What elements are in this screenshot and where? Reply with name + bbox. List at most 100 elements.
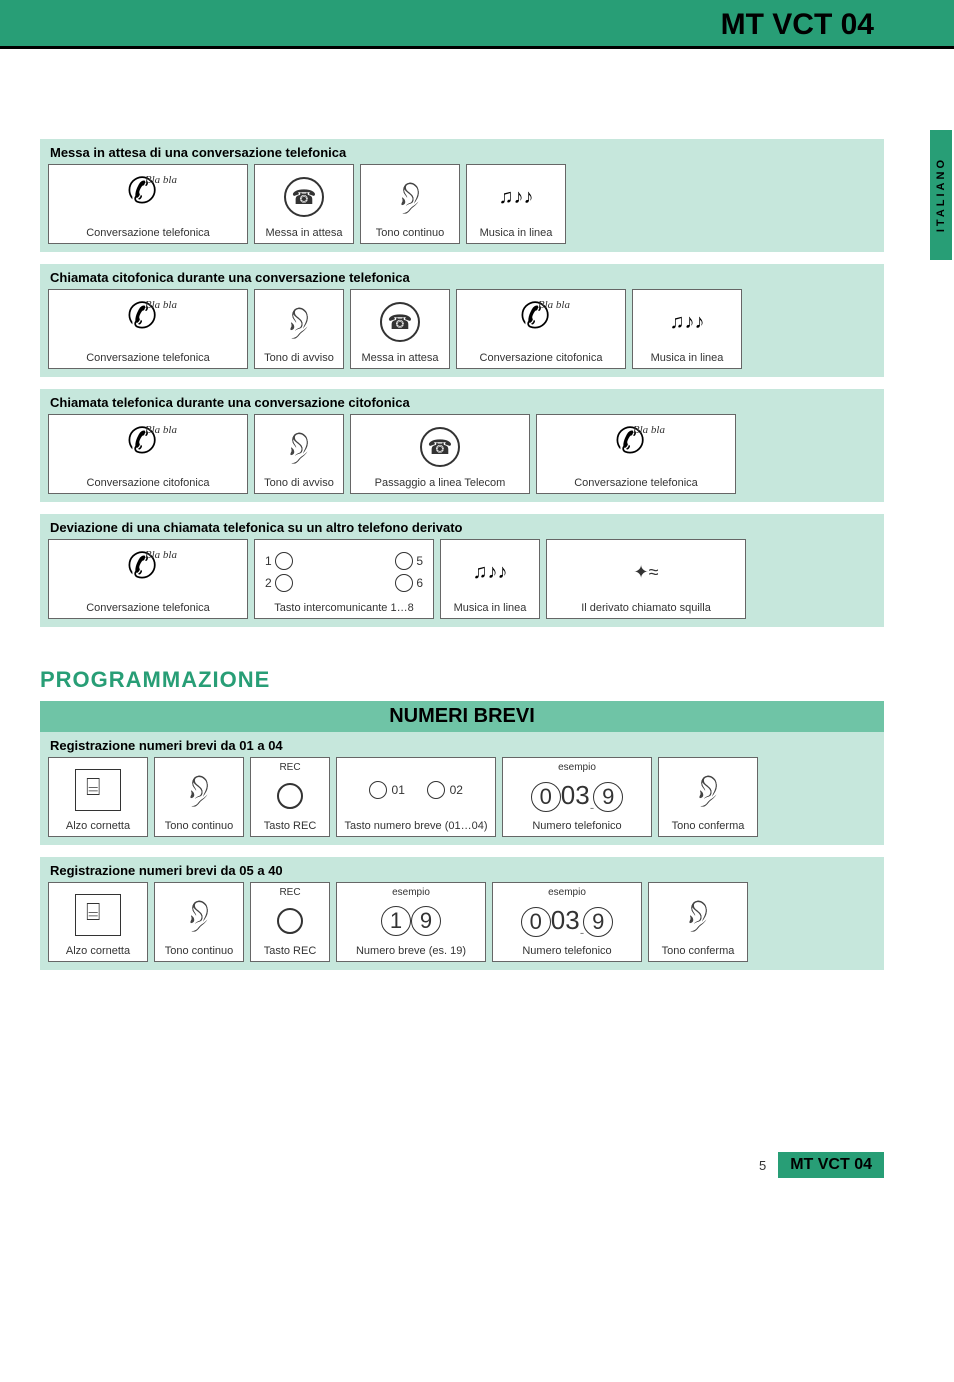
phone-device-icon bbox=[75, 894, 121, 936]
cell-label: Conversazione citofonica bbox=[53, 475, 243, 489]
cell-label: Musica in linea bbox=[471, 225, 561, 239]
cell: Alzo cornetta bbox=[48, 757, 148, 837]
cell-label: Messa in attesa bbox=[355, 350, 445, 364]
cell-label: Alzo cornetta bbox=[53, 943, 143, 957]
cell-label: Tasto intercomunicante 1…8 bbox=[259, 600, 429, 614]
ear-icon bbox=[677, 895, 719, 935]
header-bar: MT VCT 04 bbox=[0, 0, 954, 49]
handset-icon bbox=[611, 422, 661, 472]
section-block: Registrazione numeri brevi da 05 a 40Alz… bbox=[40, 857, 884, 970]
cell: Passaggio a linea Telecom bbox=[350, 414, 530, 494]
handset-icon bbox=[123, 297, 173, 347]
cell: esempio003..9Numero telefonico bbox=[502, 757, 652, 837]
cell: Tono continuo bbox=[360, 164, 460, 244]
section-title: Registrazione numeri brevi da 05 a 40 bbox=[40, 857, 884, 882]
number-keys: 01 02 bbox=[369, 781, 463, 799]
hold-icon bbox=[420, 427, 460, 467]
section-title: Deviazione di una chiamata telefonica su… bbox=[40, 514, 884, 539]
cell-label: Tasto REC bbox=[255, 943, 325, 957]
cell: Tono continuo bbox=[154, 757, 244, 837]
handset-icon bbox=[123, 172, 173, 222]
cell-label: Numero breve (es. 19) bbox=[341, 943, 481, 957]
phone-device-icon bbox=[75, 769, 121, 811]
bell-icon bbox=[634, 562, 659, 583]
cell: Messa in attesa bbox=[254, 164, 354, 244]
cell-label: Tono continuo bbox=[159, 943, 239, 957]
cell-label: Passaggio a linea Telecom bbox=[355, 475, 525, 489]
header-title: MT VCT 04 bbox=[30, 8, 874, 42]
cell: Conversazione telefonica bbox=[48, 164, 248, 244]
cell: Conversazione telefonica bbox=[48, 539, 248, 619]
cell: Tono conferma bbox=[648, 882, 748, 962]
hold-icon bbox=[380, 302, 420, 342]
section-row: Conversazione telefonica Tono di avviso Me… bbox=[40, 289, 884, 377]
section-block: Chiamata citofonica durante una conversa… bbox=[40, 264, 884, 377]
section-row: Alzo cornetta Tono continuo REC Tasto REC es… bbox=[40, 882, 884, 970]
cell-label: Conversazione citofonica bbox=[461, 350, 621, 364]
cell-top-label: REC bbox=[255, 887, 325, 898]
cell-label: Musica in linea bbox=[637, 350, 737, 364]
cell: 1 52 6 Tasto intercomunicante 1…8 bbox=[254, 539, 434, 619]
ear-icon bbox=[278, 427, 320, 467]
cell: Musica in linea bbox=[632, 289, 742, 369]
rec-icon bbox=[277, 908, 303, 934]
section-title: Registrazione numeri brevi da 01 a 04 bbox=[40, 732, 884, 757]
cell-label: Conversazione telefonica bbox=[541, 475, 731, 489]
footer-badge: MT VCT 04 bbox=[778, 1152, 884, 1178]
handset-icon bbox=[123, 422, 173, 472]
cell: Tono conferma bbox=[658, 757, 758, 837]
section-row: Alzo cornetta Tono continuo REC Tasto REC 0… bbox=[40, 757, 884, 845]
cell: Musica in linea bbox=[466, 164, 566, 244]
cell: Conversazione telefonica bbox=[48, 289, 248, 369]
rec-icon bbox=[277, 783, 303, 809]
section-title: Chiamata telefonica durante una conversa… bbox=[40, 389, 884, 414]
cell: Conversazione telefonica bbox=[536, 414, 736, 494]
cell: Tono di avviso bbox=[254, 414, 344, 494]
cell: Messa in attesa bbox=[350, 289, 450, 369]
cell-label: Alzo cornetta bbox=[53, 818, 143, 832]
cell-top-label: esempio bbox=[497, 887, 637, 898]
cell: Tono di avviso bbox=[254, 289, 344, 369]
cell: 01 02Tasto numero breve (01…04) bbox=[336, 757, 496, 837]
cell: Alzo cornetta bbox=[48, 882, 148, 962]
section-row: Conversazione telefonica Messa in attesa T… bbox=[40, 164, 884, 252]
cell: esempio003..9Numero telefonico bbox=[492, 882, 642, 962]
section-block: Messa in attesa di una conversazione tel… bbox=[40, 139, 884, 252]
ear-icon bbox=[389, 177, 431, 217]
digit-sequence: 003..9 bbox=[521, 905, 614, 937]
section-title: Chiamata citofonica durante una conversa… bbox=[40, 264, 884, 289]
programmazione-heading: PROGRAMMAZIONE bbox=[40, 667, 884, 693]
handset-icon bbox=[123, 547, 173, 597]
cell: REC Tasto REC bbox=[250, 882, 330, 962]
keypad-icon: 1 52 6 bbox=[259, 552, 429, 592]
digit-sequence: 003..9 bbox=[531, 780, 624, 812]
section-block: Registrazione numeri brevi da 01 a 04Alz… bbox=[40, 732, 884, 845]
cell-label: Il derivato chiamato squilla bbox=[551, 600, 741, 614]
cell-label: Tono di avviso bbox=[259, 475, 339, 489]
cell: REC Tasto REC bbox=[250, 757, 330, 837]
cell-label: Tono continuo bbox=[159, 818, 239, 832]
ear-icon bbox=[178, 895, 220, 935]
section-row: Conversazione telefonica 1 52 6 Tasto inte… bbox=[40, 539, 884, 627]
numeri-brevi-header: NUMERI BREVI bbox=[40, 701, 884, 732]
footer: 5 MT VCT 04 bbox=[0, 1142, 954, 1198]
section-block: Deviazione di una chiamata telefonica su… bbox=[40, 514, 884, 627]
section-title: Messa in attesa di una conversazione tel… bbox=[40, 139, 884, 164]
cell: Conversazione citofonica bbox=[456, 289, 626, 369]
cell-top-label: REC bbox=[255, 762, 325, 773]
cell-label: Musica in linea bbox=[445, 600, 535, 614]
cell: Conversazione citofonica bbox=[48, 414, 248, 494]
cell-top-label: esempio bbox=[341, 887, 481, 898]
cell-label: Tasto REC bbox=[255, 818, 325, 832]
music-icon bbox=[670, 311, 705, 334]
handset-icon bbox=[516, 297, 566, 347]
ear-icon bbox=[278, 302, 320, 342]
section-row: Conversazione citofonica Tono di avviso Pa… bbox=[40, 414, 884, 502]
page-content: Messa in attesa di una conversazione tel… bbox=[0, 49, 954, 1002]
music-icon bbox=[499, 186, 534, 209]
cell-label: Messa in attesa bbox=[259, 225, 349, 239]
ear-icon bbox=[687, 770, 729, 810]
cell-label: Tono di avviso bbox=[259, 350, 339, 364]
cell: Il derivato chiamato squilla bbox=[546, 539, 746, 619]
section-block: Chiamata telefonica durante una conversa… bbox=[40, 389, 884, 502]
